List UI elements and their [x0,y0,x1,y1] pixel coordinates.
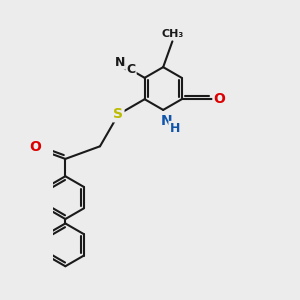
Text: O: O [214,92,225,106]
Text: S: S [113,107,124,121]
Text: N: N [161,114,172,128]
Text: C: C [127,64,136,76]
Text: CH₃: CH₃ [161,29,184,39]
Text: N: N [115,56,125,69]
Text: O: O [29,140,41,154]
Text: H: H [169,122,180,135]
